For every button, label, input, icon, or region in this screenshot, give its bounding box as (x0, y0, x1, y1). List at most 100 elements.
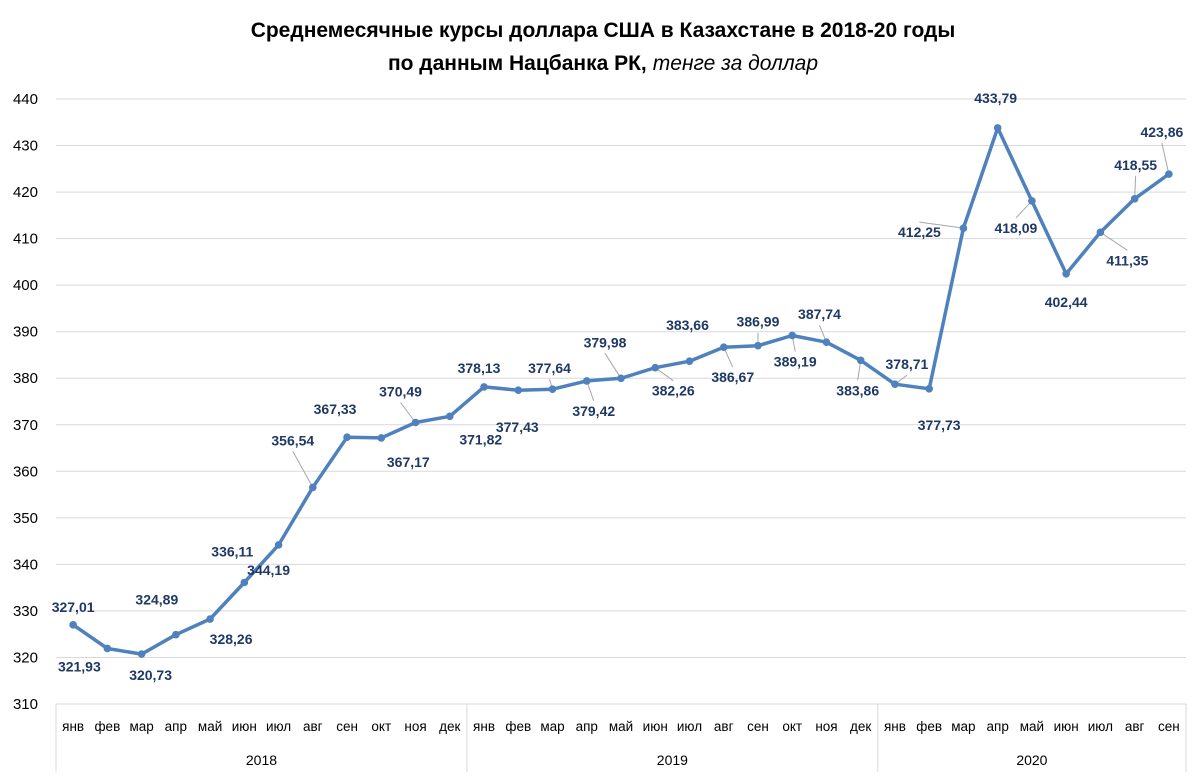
label-leader-line (400, 402, 416, 423)
label-leader-line (1134, 175, 1137, 199)
y-axis: 310 320 330 340 350 360 370 380 390 400 410 420 430 4… (13, 91, 38, 713)
x-tick-label: фев (916, 719, 942, 734)
data-point (651, 363, 660, 372)
data-label: 379,98 (584, 334, 627, 350)
x-tick-label: июн (1054, 719, 1079, 734)
x-tick-label: июн (643, 719, 668, 734)
x-tick-label: апр (987, 719, 1009, 734)
x-tick-label: апр (576, 719, 598, 734)
data-point (514, 386, 523, 394)
data-label: 377,73 (918, 417, 961, 433)
data-point (137, 650, 146, 658)
year-label: 2019 (657, 752, 688, 768)
data-label: 367,17 (387, 454, 430, 470)
data-point (856, 356, 865, 365)
x-tick-label: мар (540, 719, 564, 734)
y-tick-label: 340 (13, 556, 38, 573)
x-tick-label: янв (884, 719, 906, 734)
x-tick-label: июл (677, 719, 702, 734)
data-point (617, 374, 625, 383)
data-point (959, 224, 968, 232)
data-label: 402,44 (1045, 294, 1088, 310)
y-tick-label: 400 (13, 277, 38, 294)
data-point (582, 377, 591, 385)
y-tick-label: 350 (13, 510, 38, 527)
data-point (788, 331, 797, 340)
x-tick-label: мар (951, 719, 975, 734)
data-point (411, 418, 420, 427)
data-label: 386,67 (711, 369, 754, 385)
x-tick-label: авг (303, 719, 323, 734)
data-label: 386,99 (737, 314, 780, 330)
data-label: 383,66 (666, 317, 709, 333)
label-leader-lines (292, 143, 1170, 488)
y-tick-label: 380 (13, 370, 38, 387)
x-tick-label: фев (94, 719, 120, 734)
year-label: 2020 (1016, 752, 1047, 768)
x-tick-label: сен (747, 719, 769, 734)
year-label: 2018 (246, 752, 277, 768)
data-label: 377,43 (496, 419, 539, 435)
data-point (377, 434, 386, 442)
x-tick-label: янв (62, 719, 84, 734)
label-leader-line (292, 451, 314, 488)
label-leader-line (1161, 143, 1170, 175)
gridlines (56, 98, 1186, 705)
label-leader-line (1100, 231, 1128, 251)
data-point (891, 380, 899, 389)
data-label: 367,33 (314, 401, 357, 417)
label-leader-line (604, 353, 622, 379)
y-tick-label: 430 (13, 138, 38, 155)
x-tick-label: июл (1088, 719, 1113, 734)
data-label: 433,79 (974, 90, 1017, 106)
x-tick-label: ноя (815, 719, 837, 734)
y-tick-label: 390 (13, 324, 38, 341)
data-point (685, 357, 694, 365)
data-point (1096, 228, 1105, 237)
data-point (69, 621, 77, 629)
x-tick-label: май (198, 719, 222, 734)
x-tick-label: ноя (404, 719, 426, 734)
data-point (240, 578, 249, 587)
data-point (1130, 195, 1139, 203)
data-label: 412,25 (898, 224, 941, 240)
data-label: 379,42 (572, 403, 615, 419)
data-point (274, 541, 283, 549)
data-point (1028, 197, 1036, 205)
y-tick-label: 310 (13, 696, 38, 713)
data-point (719, 343, 728, 351)
data-point (445, 412, 454, 421)
y-tick-label: 410 (13, 231, 38, 248)
y-tick-label: 330 (13, 603, 38, 620)
x-tick-label: авг (714, 719, 734, 734)
data-label: 423,86 (1140, 124, 1183, 140)
y-tick-label: 360 (13, 463, 38, 480)
data-label: 336,11 (211, 543, 253, 559)
data-label: 370,49 (379, 383, 422, 399)
data-label: 389,19 (774, 353, 817, 369)
x-tick-label: авг (1125, 719, 1145, 734)
data-labels: 327,01 321,93 320,73 324,89 328,26 336,11 344,… (52, 90, 1184, 683)
data-label: 382,26 (652, 383, 695, 399)
data-label: 418,55 (1114, 157, 1157, 173)
y-tick-label: 370 (13, 417, 38, 434)
y-tick-label: 440 (13, 91, 38, 108)
data-point (548, 385, 557, 394)
data-point (343, 433, 351, 441)
x-tick-label: май (1020, 719, 1044, 734)
data-label: 387,74 (798, 306, 841, 322)
chart-title-line-1: Среднемесячные курсы доллара США в Казах… (251, 19, 956, 42)
data-point (172, 630, 180, 639)
x-tick-label: июл (266, 719, 291, 734)
x-tick-label: фев (505, 719, 531, 734)
data-point (1165, 170, 1173, 178)
data-point (822, 338, 831, 347)
x-tick-label: дек (850, 719, 871, 734)
data-label: 378,71 (886, 356, 929, 372)
data-points (69, 124, 1173, 658)
x-tick-label: июн (232, 719, 257, 734)
x-tick-label: окт (782, 719, 802, 734)
chart-title-line-2-bold: по данным Нацбанка РК, (388, 52, 647, 75)
label-leader-line (919, 221, 964, 229)
